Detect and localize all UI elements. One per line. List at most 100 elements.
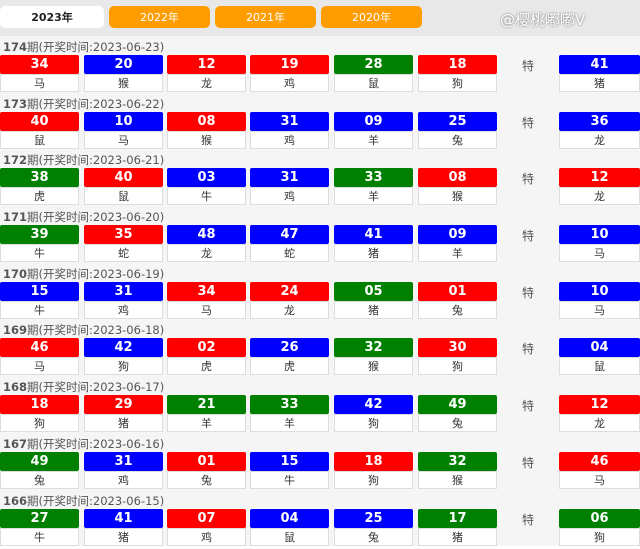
ball: 01 兔 bbox=[167, 451, 246, 489]
ball-zodiac: 马 bbox=[559, 300, 640, 319]
ball-number: 31 bbox=[250, 111, 329, 131]
period-number: 174 bbox=[3, 40, 28, 54]
draw-row: 169期(开奖时间:2023-06-18) 46 马 42 狗 02 虎 26 虎 32 猴 30 狗特… bbox=[0, 319, 640, 376]
draw-row: 171期(开奖时间:2023-06-20) 39 牛 35 蛇 48 龙 47 蛇 41 猪 09 羊特… bbox=[0, 206, 640, 263]
ball-number: 04 bbox=[559, 338, 640, 358]
period-number: 172 bbox=[3, 153, 28, 168]
ball-number: 49 bbox=[0, 451, 79, 471]
period-prefix: 期(开奖时间: bbox=[27, 40, 93, 54]
ball-zodiac: 龙 bbox=[559, 414, 640, 433]
ball: 32 猴 bbox=[418, 451, 497, 489]
period-prefix: 期(开奖时间: bbox=[27, 493, 93, 508]
ball-zodiac: 马 bbox=[0, 357, 79, 376]
ball-number: 04 bbox=[250, 508, 329, 528]
special-ball: 41 猪 bbox=[559, 55, 640, 92]
ball: 18 狗 bbox=[0, 395, 79, 433]
ball-number: 38 bbox=[0, 168, 79, 188]
draw-date: 2023-06-22 bbox=[92, 96, 160, 111]
ball-zodiac: 鸡 bbox=[84, 300, 163, 319]
ball-number: 01 bbox=[167, 451, 246, 471]
ball-zodiac: 兔 bbox=[418, 300, 497, 319]
ball: 38 虎 bbox=[0, 168, 79, 206]
ball-zodiac: 狗 bbox=[334, 414, 413, 433]
ball-number: 32 bbox=[418, 451, 497, 471]
period-prefix: 期(开奖时间: bbox=[27, 323, 93, 338]
special-ball: 04 鼠 bbox=[559, 338, 640, 376]
special-label: 特 bbox=[522, 285, 535, 300]
ball: 09 羊 bbox=[418, 225, 497, 263]
draw-row: 167期(开奖时间:2023-06-16) 49 兔 31 鸡 01 兔 15 牛 18 狗 32 猴特… bbox=[0, 433, 640, 490]
ball-zodiac: 猪 bbox=[84, 527, 163, 546]
draw-row: 166期(开奖时间:2023-06-15) 27 牛 41 猪 07 鸡 04 鼠 25 兔 17 猪特… bbox=[0, 490, 640, 547]
draw-header: 173期(开奖时间:2023-06-22) bbox=[3, 96, 165, 111]
ball-zodiac: 狗 bbox=[559, 527, 640, 546]
ball-zodiac: 猪 bbox=[334, 300, 413, 319]
ball: 08 猴 bbox=[167, 111, 246, 149]
special-ball: 12 龙 bbox=[559, 395, 640, 433]
ball-number: 40 bbox=[84, 168, 163, 188]
period-prefix: 期(开奖时间: bbox=[27, 380, 93, 395]
year-tabs: 2023年 2022年 2021年 2020年 @樱桃嘟嘟V bbox=[0, 0, 640, 36]
ball-number: 17 bbox=[418, 508, 497, 528]
ball-number: 39 bbox=[0, 225, 79, 245]
ball-zodiac: 羊 bbox=[418, 244, 497, 263]
ball-number: 35 bbox=[84, 225, 163, 245]
ball-zodiac: 猴 bbox=[334, 357, 413, 376]
ball-number: 33 bbox=[250, 395, 329, 415]
ball-zodiac: 羊 bbox=[334, 187, 413, 206]
ball-number: 46 bbox=[559, 451, 640, 471]
tab-2021[interactable]: 2021年 bbox=[215, 6, 316, 28]
period-prefix: 期(开奖时间: bbox=[27, 436, 93, 451]
special-ball: 06 狗 bbox=[559, 508, 640, 546]
ball-number: 20 bbox=[84, 55, 163, 74]
draw-date: 2023-06-15 bbox=[92, 493, 160, 508]
ball-number: 29 bbox=[84, 395, 163, 415]
ball: 41 猪 bbox=[334, 225, 413, 263]
ball-number: 10 bbox=[84, 111, 163, 131]
ball-zodiac: 猴 bbox=[167, 130, 246, 149]
draw-row: 174期(开奖时间:2023-06-23) 34 马 20 猴 12 龙 19 鸡 28 鼠 18 狗特… bbox=[0, 36, 640, 93]
ball-number: 31 bbox=[84, 281, 163, 301]
ball-number: 15 bbox=[0, 281, 79, 301]
ball: 15 牛 bbox=[250, 451, 329, 489]
tab-2022[interactable]: 2022年 bbox=[109, 6, 210, 28]
ball: 49 兔 bbox=[0, 451, 79, 489]
ball-number: 34 bbox=[167, 281, 246, 301]
ball-zodiac: 羊 bbox=[334, 130, 413, 149]
special-label: 特 bbox=[522, 455, 535, 470]
ball-zodiac: 狗 bbox=[84, 357, 163, 376]
ball-number: 46 bbox=[0, 338, 79, 358]
ball-zodiac: 鼠 bbox=[84, 187, 163, 206]
ball: 18 狗 bbox=[418, 55, 497, 92]
ball-number: 24 bbox=[250, 281, 329, 301]
ball: 15 牛 bbox=[0, 281, 79, 319]
ball: 42 狗 bbox=[334, 395, 413, 433]
ball-number: 06 bbox=[559, 508, 640, 528]
tab-2023[interactable]: 2023年 bbox=[0, 6, 104, 28]
ball-zodiac: 狗 bbox=[418, 357, 497, 376]
ball: 42 狗 bbox=[84, 338, 163, 376]
ball-zodiac: 牛 bbox=[250, 470, 329, 489]
watermark: @樱桃嘟嘟V bbox=[500, 11, 586, 29]
ball-zodiac: 虎 bbox=[167, 357, 246, 376]
ball-zodiac: 马 bbox=[559, 244, 640, 263]
ball-number: 40 bbox=[0, 111, 79, 131]
ball: 21 羊 bbox=[167, 395, 246, 433]
draw-date: 2023-06-19 bbox=[92, 266, 160, 281]
ball-zodiac: 猪 bbox=[418, 527, 497, 546]
ball-number: 41 bbox=[84, 508, 163, 528]
ball-zodiac: 兔 bbox=[334, 527, 413, 546]
ball: 08 猴 bbox=[418, 168, 497, 206]
ball: 31 鸡 bbox=[84, 451, 163, 489]
ball: 40 鼠 bbox=[0, 111, 79, 149]
ball-zodiac: 牛 bbox=[0, 527, 79, 546]
ball: 41 猪 bbox=[84, 508, 163, 546]
ball-zodiac: 鼠 bbox=[250, 527, 329, 546]
ball: 25 兔 bbox=[334, 508, 413, 546]
ball-zodiac: 鼠 bbox=[559, 357, 640, 376]
ball-zodiac: 兔 bbox=[418, 130, 497, 149]
ball-number: 12 bbox=[559, 395, 640, 415]
tab-2020[interactable]: 2020年 bbox=[321, 6, 422, 28]
ball-number: 41 bbox=[334, 225, 413, 245]
period-number: 170 bbox=[3, 266, 28, 281]
